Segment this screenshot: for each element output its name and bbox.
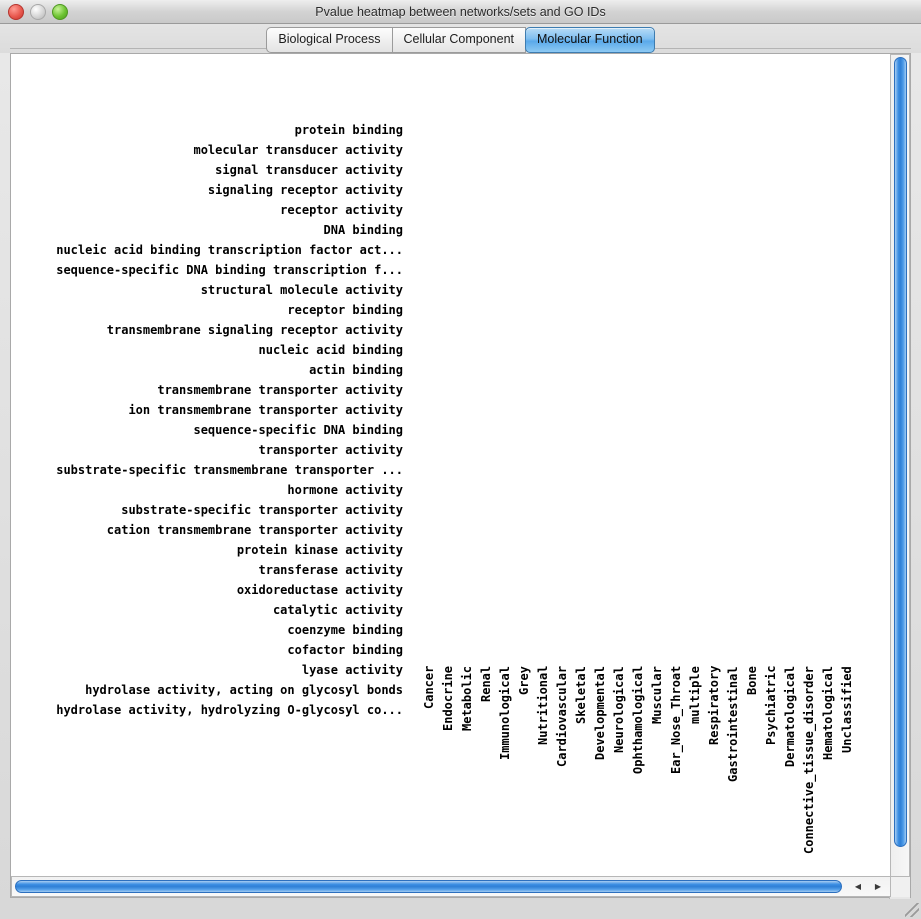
window-titlebar: Pvalue heatmap between networks/sets and…: [0, 0, 921, 24]
window-title: Pvalue heatmap between networks/sets and…: [315, 4, 606, 19]
horizontal-scrollbar[interactable]: ◀ ▶: [11, 876, 891, 897]
heatmap-row-label: substrate-specific transmembrane transpo…: [56, 463, 403, 477]
heatmap-column-label: Bone: [745, 666, 759, 695]
heatmap-row-label: actin binding: [309, 363, 403, 377]
heatmap-column-label: Dermatological: [783, 666, 797, 768]
heatmap-row-label: nucleic acid binding: [258, 343, 404, 357]
heatmap-row-label: cofactor binding: [287, 643, 403, 657]
vertical-scrollbar[interactable]: [890, 54, 910, 878]
zoom-button[interactable]: [52, 4, 68, 20]
heatmap-row-label: molecular transducer activity: [193, 143, 403, 157]
heatmap-row-label: cation transmembrane transporter activit…: [106, 523, 403, 537]
heatmap-column-label: Psychiatric: [764, 666, 778, 746]
heatmap-row-label: catalytic activity: [272, 603, 403, 617]
heatmap-row-label: structural molecule activity: [200, 283, 403, 297]
tab-cellular-component[interactable]: Cellular Component: [392, 27, 526, 53]
heatmap-column-label: Renal: [479, 666, 493, 703]
heatmap-row-label: receptor activity: [280, 203, 403, 217]
heatmap-row-label: sequence-specific DNA binding transcript…: [56, 263, 403, 277]
heatmap-panel: protein binding molecular transducer acti…: [10, 53, 911, 899]
heatmap-row-label: coenzyme binding: [287, 623, 403, 637]
heatmap-column-label: Nutritional: [536, 666, 550, 746]
scrollbar-corner: [890, 876, 910, 897]
heatmap-row-label: ion transmembrane transporter activity: [128, 403, 403, 417]
heatmap-row-label: transmembrane signaling receptor activit…: [106, 323, 403, 337]
tab-strip: Biological Process Cellular Component Mo…: [266, 27, 655, 53]
window-controls: [8, 4, 68, 20]
heatmap-row-label: oxidoreductase activity: [236, 583, 403, 597]
tab-biological-process[interactable]: Biological Process: [266, 27, 393, 53]
heatmap-column-label: Neurological: [612, 666, 626, 753]
heatmap-row-label: lyase activity: [301, 663, 403, 677]
scroll-left-icon[interactable]: ◀: [854, 882, 862, 891]
heatmap-column-label: Hematological: [821, 666, 835, 760]
heatmap-column-label: Unclassified: [840, 666, 854, 753]
heatmap-row-label: sequence-specific DNA binding: [193, 423, 403, 437]
heatmap-column-label: Immunological: [498, 666, 512, 760]
heatmap-row-label: nucleic acid binding transcription facto…: [56, 243, 403, 257]
horizontal-scrollbar-buttons[interactable]: ◀ ▶: [848, 879, 888, 895]
heatmap-row-label: transmembrane transporter activity: [157, 383, 403, 397]
heatmap-row-label: transferase activity: [258, 563, 404, 577]
heatmap-row-label: receptor binding: [287, 303, 403, 317]
heatmap-row-label: substrate-specific transporter activity: [121, 503, 403, 517]
heatmap-column-label: Grey: [517, 666, 531, 695]
heatmap-column-label: Ear_Nose_Throat: [669, 666, 683, 775]
heatmap-row-label: hydrolase activity, hydrolyzing O-glycos…: [56, 703, 403, 717]
heatmap-row-label: signal transducer activity: [215, 163, 403, 177]
minimize-button[interactable]: [30, 4, 46, 20]
heatmap-column-label: Metabolic: [460, 666, 474, 732]
heatmap-column-label: Muscular: [650, 666, 664, 724]
heatmap-column-label: Ophthamological: [631, 666, 645, 775]
heatmap-row-label: protein binding: [294, 123, 403, 137]
heatmap-row-label: signaling receptor activity: [207, 183, 403, 197]
heatmap-column-label: Endocrine: [441, 666, 455, 732]
heatmap-plot-area[interactable]: protein binding molecular transducer acti…: [11, 54, 891, 878]
heatmap-column-label: Cancer: [422, 666, 436, 710]
heatmap-row-labels: protein binding molecular transducer acti…: [11, 120, 409, 720]
tab-molecular-function[interactable]: Molecular Function: [525, 27, 655, 53]
heatmap-column-label: Cardiovascular: [555, 666, 569, 768]
heatmap-row-label: DNA binding: [323, 223, 403, 237]
horizontal-scrollbar-thumb[interactable]: [15, 880, 842, 893]
resize-grip-icon[interactable]: [905, 903, 919, 917]
heatmap-column-labels: Cancer Endocrine Metabolic Renal Immunologic…: [420, 666, 857, 878]
heatmap-column-label: Skeletal: [574, 666, 588, 724]
heatmap-row-label: hormone activity: [287, 483, 403, 497]
heatmap-column-label: multiple: [688, 666, 702, 724]
close-button[interactable]: [8, 4, 24, 20]
heatmap-row-label: transporter activity: [258, 443, 404, 457]
vertical-scrollbar-thumb[interactable]: [894, 57, 907, 847]
heatmap-column-label: Developmental: [593, 666, 607, 760]
tab-bar: Biological Process Cellular Component Mo…: [0, 24, 921, 53]
heatmap-row-label: hydrolase activity, acting on glycosyl b…: [85, 683, 403, 697]
heatmap-column-label: Gastrointestinal: [726, 666, 740, 782]
heatmap-row-label: protein kinase activity: [236, 543, 403, 557]
scroll-right-icon[interactable]: ▶: [874, 882, 882, 891]
heatmap-column-label: Respiratory: [707, 666, 721, 746]
heatmap-column-label: Connective_tissue_disorder: [802, 666, 816, 854]
